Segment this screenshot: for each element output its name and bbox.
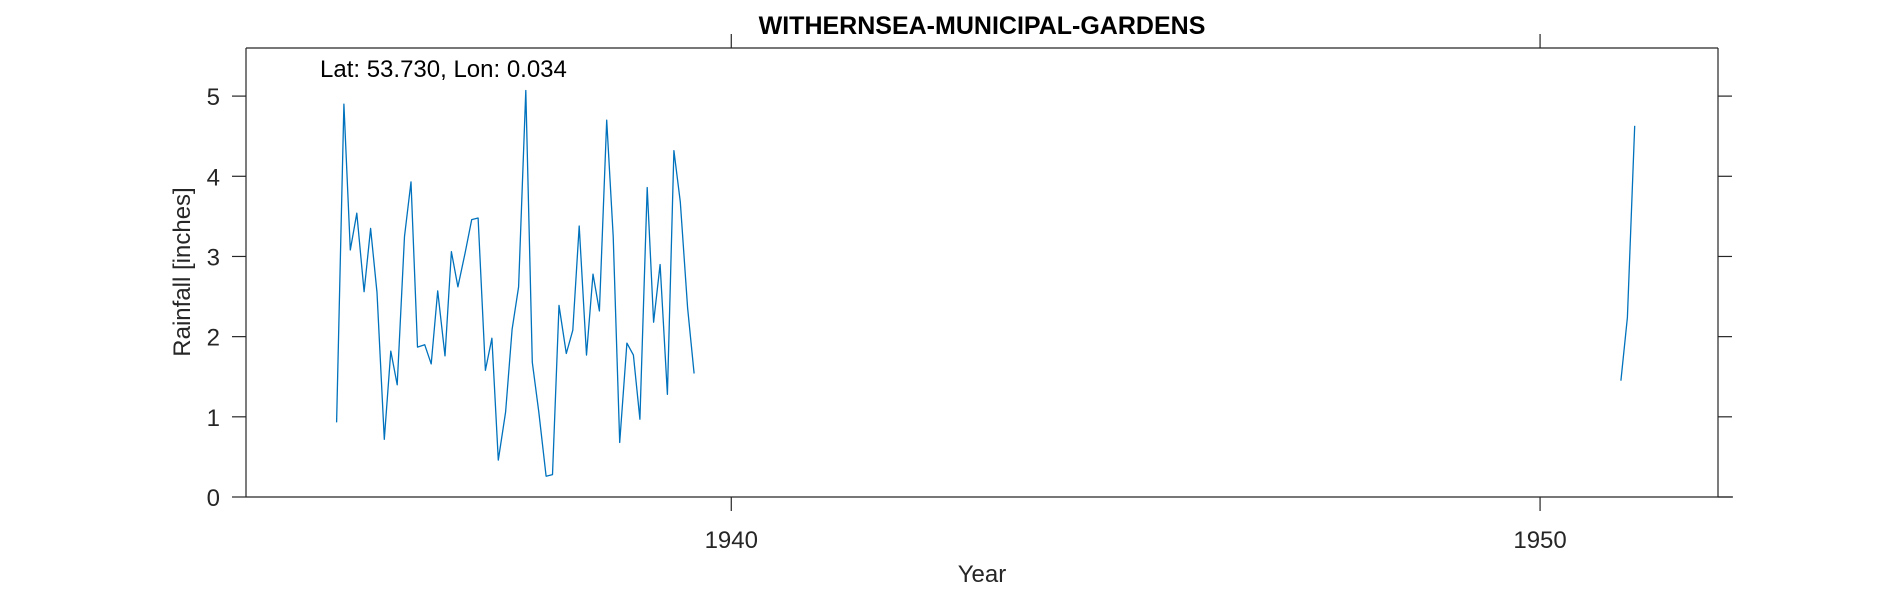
x-axis-label: Year xyxy=(958,561,1007,588)
station-location-annotation: Lat: 53.730, Lon: 0.034 xyxy=(320,56,567,83)
y-tick-label: 5 xyxy=(207,84,220,111)
x-axis-ticks: 1940 1950 xyxy=(705,34,1567,554)
y-tick-label: 3 xyxy=(207,244,220,271)
x-tick-label: 1940 xyxy=(705,527,758,554)
y-tick-label: 4 xyxy=(207,164,220,191)
rainfall-line-segment xyxy=(1620,125,1636,381)
y-tick-label: 0 xyxy=(207,485,220,512)
rainfall-series xyxy=(335,89,1636,477)
chart-title: WITHERNSEA-MUNICIPAL-GARDENS xyxy=(759,12,1206,40)
y-tick-label: 2 xyxy=(207,325,220,352)
y-tick-label: 1 xyxy=(207,405,220,432)
x-tick-label: 1950 xyxy=(1513,527,1566,554)
rainfall-line-segment xyxy=(335,89,695,477)
y-axis-label: Rainfall [inches] xyxy=(169,187,196,356)
y-axis-ticks: 0 1 2 3 4 5 xyxy=(207,84,1732,512)
